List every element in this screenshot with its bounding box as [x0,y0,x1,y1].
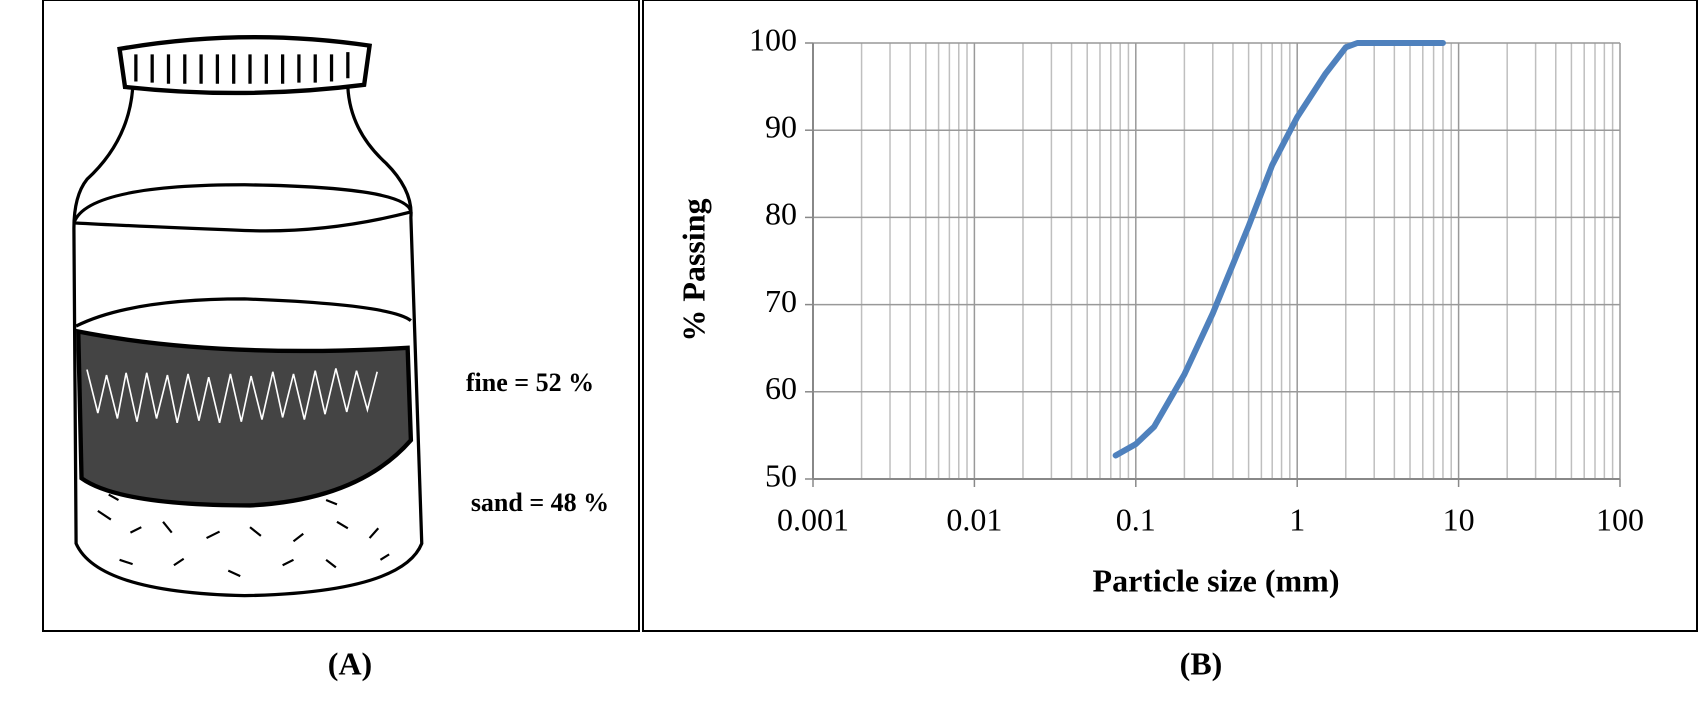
x-tick-label: 0.01 [946,501,1002,537]
plot: 50 60 70 80 90 100 0.001 0.01 0.1 1 10 100 [749,21,1644,537]
y-tick-label: 50 [765,457,797,493]
fine-label: fine = 52 % [466,368,594,397]
x-tick-label: 100 [1596,501,1644,537]
x-tick-label: 10 [1443,501,1475,537]
y-tick-label: 60 [765,370,797,406]
x-axis-title: Particle size (mm) [1093,562,1340,598]
panel-b-frame [642,0,1698,632]
data-line [1112,40,1446,459]
panel-a-frame [42,0,640,632]
caption-a: (A) [328,645,372,681]
x-tick-label: 1 [1289,501,1305,537]
y-tick-label: 70 [765,283,797,319]
x-tick-label: 0.1 [1116,501,1156,537]
y-tick-label: 90 [765,109,797,145]
y-tick-label: 80 [765,196,797,232]
jar-drawing [72,35,424,598]
sand-label: sand = 48 % [471,488,609,517]
y-axis-title: % Passing [675,198,711,341]
x-tick-label: 0.001 [777,501,849,537]
y-tick-label: 100 [749,21,797,57]
caption-b: (B) [1180,645,1223,681]
